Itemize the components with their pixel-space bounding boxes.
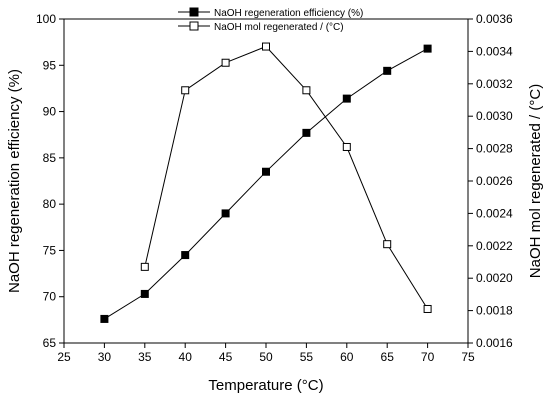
right-y-tick-label: 0.0036 (476, 12, 513, 26)
x-tick-label: 40 (179, 350, 193, 364)
left-y-axis: 65 70 75 80 85 90 95 100 (36, 12, 64, 350)
left-y-tick-label: 65 (43, 336, 57, 350)
right-y-tick-label: 0.0018 (476, 304, 513, 318)
right-y-axis: 0.0016 0.0018 0.0020 0.0022 0.0024 0.0026 0.00… (468, 12, 513, 350)
left-y-tick-label: 95 (43, 58, 57, 72)
x-tick-label: 50 (259, 350, 273, 364)
left-y-axis-title: NaOH regeneration efficiency (%) (6, 69, 23, 293)
left-y-tick-label: 100 (36, 12, 56, 26)
data-point (221, 58, 230, 67)
legend-entry-efficiency: NaOH regeneration efficiency (%) (178, 7, 363, 19)
data-point (302, 86, 311, 95)
right-y-tick-label: 0.0028 (476, 142, 513, 156)
series-line (144, 45, 429, 310)
right-y-axis-title: NaOH mol regenerated / (°C) (527, 84, 544, 278)
legend-marker-efficiency (189, 7, 199, 17)
plot-frame (63, 18, 469, 344)
data-point (302, 128, 311, 137)
right-y-tick-label: 0.0024 (476, 206, 513, 220)
legend-label-efficiency: NaOH regeneration efficiency (%) (214, 8, 363, 19)
plot-area-border (63, 18, 469, 344)
data-point (100, 314, 109, 323)
data-point (181, 251, 190, 260)
left-y-tick-label: 75 (43, 243, 57, 257)
data-point (342, 94, 351, 103)
right-y-tick-label: 0.0026 (476, 174, 513, 188)
x-axis: 25 30 35 40 45 50 55 60 65 70 75 (57, 343, 475, 364)
series-mol-regenerated (140, 42, 432, 313)
x-tick-label: 35 (138, 350, 152, 364)
legend-marker-mol (189, 21, 199, 31)
data-point (181, 86, 190, 95)
x-axis-title: Temperature (°C) (208, 377, 323, 394)
left-y-tick-label: 80 (43, 197, 57, 211)
x-tick-label: 25 (57, 350, 71, 364)
x-tick-label: 60 (340, 350, 354, 364)
data-point (262, 167, 270, 176)
data-point (342, 142, 351, 151)
x-tick-label: 75 (461, 350, 475, 364)
right-y-tick-label: 0.0022 (476, 239, 513, 253)
x-tick-label: 65 (381, 350, 395, 364)
series-line (104, 48, 428, 320)
right-y-tick-label: 0.0030 (476, 109, 513, 123)
data-point (423, 304, 432, 313)
left-y-tick-label: 90 (43, 105, 57, 119)
series-layer (100, 42, 432, 323)
right-y-tick-label: 0.0032 (476, 77, 513, 91)
data-point (221, 209, 230, 218)
data-point (140, 289, 149, 298)
right-y-tick-label: 0.0016 (476, 336, 513, 350)
series-efficiency (100, 44, 432, 323)
right-y-tick-label: 0.0020 (476, 271, 513, 285)
x-tick-label: 70 (421, 350, 435, 364)
x-tick-label: 55 (300, 350, 314, 364)
data-point (423, 44, 432, 53)
data-point (383, 66, 392, 75)
legend: NaOH regeneration efficiency (%) NaOH mo… (178, 7, 363, 33)
legend-label-mol: NaOH mol regenerated / (°C) (214, 22, 344, 33)
left-y-tick-label: 85 (43, 151, 57, 165)
data-point (262, 42, 270, 51)
left-y-tick-label: 70 (43, 290, 57, 304)
data-point (383, 240, 392, 249)
legend-entry-mol: NaOH mol regenerated / (°C) (178, 21, 344, 33)
x-tick-label: 45 (219, 350, 233, 364)
right-y-tick-label: 0.0034 (476, 44, 513, 58)
x-tick-label: 30 (98, 350, 112, 364)
data-point (140, 262, 149, 271)
